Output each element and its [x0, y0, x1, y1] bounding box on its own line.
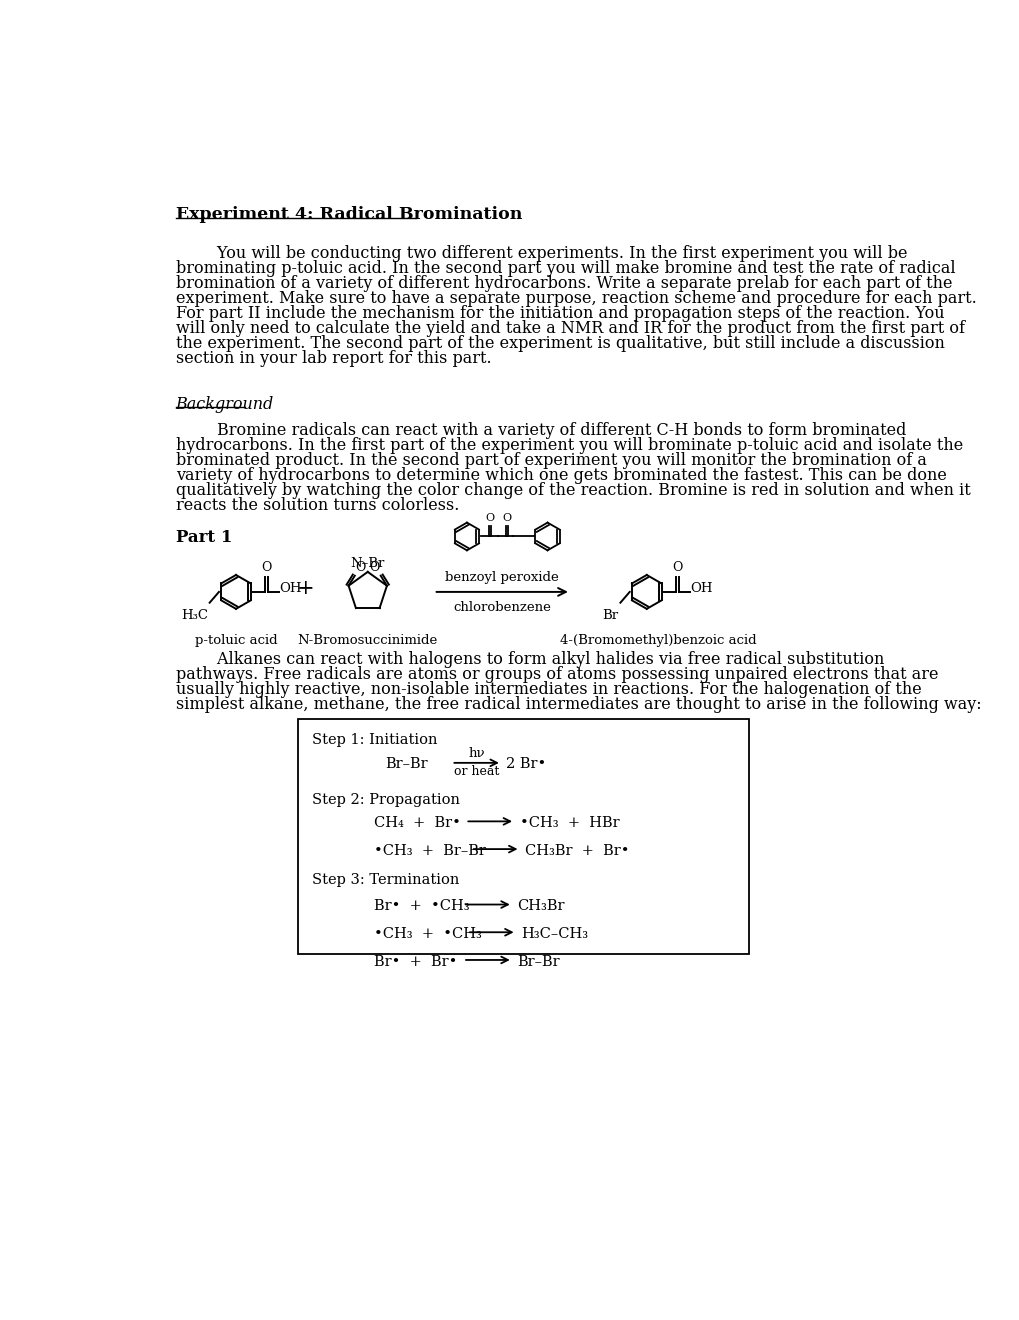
Text: •CH₃  +  HBr: •CH₃ + HBr [519, 816, 619, 830]
Text: OH: OH [690, 582, 712, 595]
Text: Br•  +  •CH₃: Br• + •CH₃ [374, 899, 469, 913]
Text: N–Br: N–Br [351, 557, 384, 570]
Text: Experiment 4: Radical Bromination: Experiment 4: Radical Bromination [175, 206, 522, 223]
Text: OH: OH [279, 582, 302, 595]
Text: Step 1: Initiation: Step 1: Initiation [312, 733, 437, 747]
Text: Background: Background [175, 396, 273, 413]
Text: usually highly reactive, non-isolable intermediates in reactions. For the haloge: usually highly reactive, non-isolable in… [175, 681, 920, 698]
Text: O: O [369, 561, 379, 574]
Text: You will be conducting two different experiments. In the first experiment you wi: You will be conducting two different exp… [175, 244, 906, 261]
Text: Br–Br: Br–Br [385, 758, 428, 771]
Text: Step 3: Termination: Step 3: Termination [312, 873, 459, 887]
Text: qualitatively by watching the color change of the reaction. Bromine is red in so: qualitatively by watching the color chan… [175, 482, 969, 499]
Text: Alkanes can react with halogens to form alkyl halides via free radical substitut: Alkanes can react with halogens to form … [175, 651, 883, 668]
Text: chlorobenzene: chlorobenzene [452, 601, 550, 614]
Text: p-toluic acid: p-toluic acid [195, 635, 277, 647]
Text: Br•  +  Br•: Br• + Br• [374, 954, 457, 969]
Text: brominating p-toluic acid. In the second part you will make bromine and test the: brominating p-toluic acid. In the second… [175, 260, 954, 277]
Bar [298, 719, 748, 954]
Text: O: O [261, 561, 271, 574]
Text: pathways. Free radicals are atoms or groups of atoms possessing unpaired electro: pathways. Free radicals are atoms or gro… [175, 667, 937, 684]
Text: brominated product. In the second part of experiment you will monitor the bromin: brominated product. In the second part o… [175, 451, 925, 469]
Text: Bromine radicals can react with a variety of different C-H bonds to form bromina: Bromine radicals can react with a variet… [175, 422, 905, 438]
Text: will only need to calculate the yield and take a NMR and IR for the product from: will only need to calculate the yield an… [175, 319, 964, 337]
Text: Br: Br [602, 609, 619, 622]
Text: 2 Br•: 2 Br• [506, 758, 546, 771]
Text: +: + [297, 579, 314, 598]
Text: 4-(Bromomethyl)benzoic acid: 4-(Bromomethyl)benzoic acid [559, 635, 756, 647]
Text: O: O [501, 513, 511, 524]
Text: bromination of a variety of different hydrocarbons. Write a separate prelab for : bromination of a variety of different hy… [175, 275, 951, 292]
Text: variety of hydrocarbons to determine which one gets brominated the fastest. This: variety of hydrocarbons to determine whi… [175, 467, 946, 484]
Text: O: O [356, 561, 366, 574]
Text: Br–Br: Br–Br [517, 954, 559, 969]
Text: section in your lab report for this part.: section in your lab report for this part… [175, 350, 491, 367]
Text: hν: hν [468, 747, 484, 760]
Text: CH₄  +  Br•: CH₄ + Br• [374, 816, 461, 830]
Text: the experiment. The second part of the experiment is qualitative, but still incl: the experiment. The second part of the e… [175, 335, 944, 351]
Text: •CH₃  +  •CH₃: •CH₃ + •CH₃ [374, 927, 481, 941]
Text: O: O [485, 513, 493, 524]
Text: Step 2: Propagation: Step 2: Propagation [312, 793, 460, 807]
Text: Part 1: Part 1 [175, 529, 231, 545]
Text: hydrocarbons. In the first part of the experiment you will brominate p-toluic ac: hydrocarbons. In the first part of the e… [175, 437, 962, 454]
Text: N-Bromosuccinimide: N-Bromosuccinimide [298, 635, 437, 647]
Text: experiment. Make sure to have a separate purpose, reaction scheme and procedure : experiment. Make sure to have a separate… [175, 289, 975, 306]
Text: reacts the solution turns colorless.: reacts the solution turns colorless. [175, 496, 459, 513]
Text: CH₃Br: CH₃Br [517, 899, 565, 913]
Text: simplest alkane, methane, the free radical intermediates are thought to arise in: simplest alkane, methane, the free radic… [175, 696, 980, 713]
Text: For part II include the mechanism for the initiation and propagation steps of th: For part II include the mechanism for th… [175, 305, 944, 322]
Text: •CH₃  +  Br–Br: •CH₃ + Br–Br [374, 843, 485, 858]
Text: benzoyl peroxide: benzoyl peroxide [445, 572, 558, 585]
Text: or heat: or heat [453, 766, 499, 779]
Text: CH₃Br  +  Br•: CH₃Br + Br• [525, 843, 629, 858]
Text: O: O [672, 561, 682, 574]
Text: H₃C–CH₃: H₃C–CH₃ [521, 927, 588, 941]
Text: H₃C: H₃C [181, 609, 208, 622]
